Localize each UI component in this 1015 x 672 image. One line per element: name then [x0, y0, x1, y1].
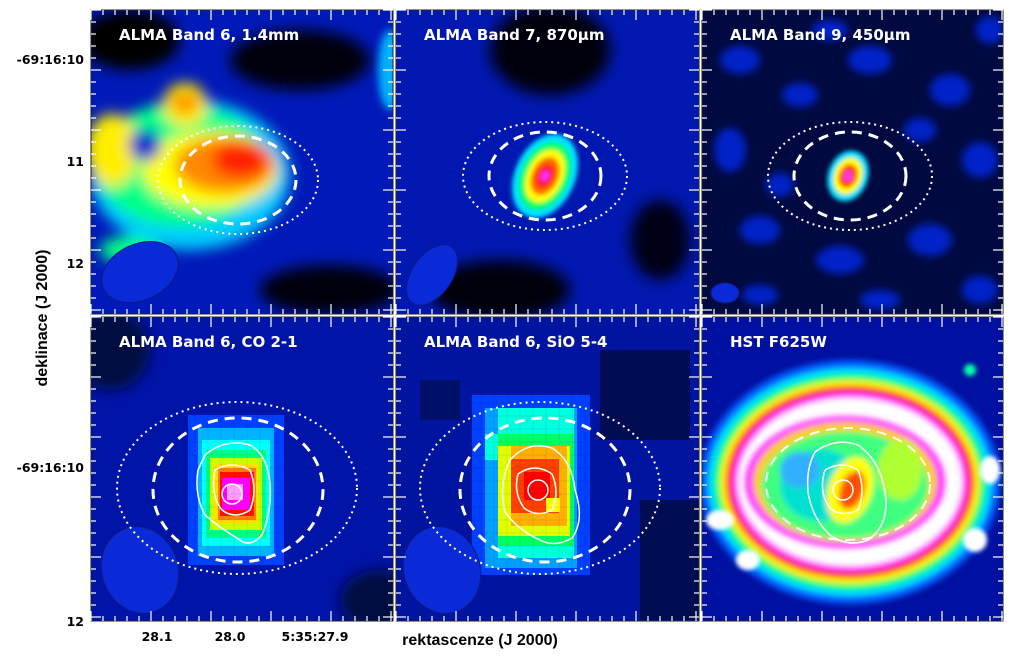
panel-co-2-1: ALMA Band 6, CO 2-1	[91, 317, 393, 621]
panel-band6-continuum: ALMA Band 6, 1.4mm	[91, 10, 393, 314]
ra-tick-labels: 28.1 28.0 5:35:27.9	[142, 629, 349, 644]
dec-tick-bottom-0: -69:16:10	[17, 460, 85, 475]
panel-band7-continuum: ALMA Band 7, 870μm	[396, 10, 699, 314]
ra-tick-2: 5:35:27.9	[282, 629, 349, 644]
tick-marks	[90, 9, 1003, 621]
panel-label-6: HST F625W	[730, 333, 827, 351]
y-axis-title: deklinace (J 2000)	[34, 250, 51, 387]
dec-tick-top-0: -69:16:10	[17, 52, 85, 67]
dec-tick-top-1: 11	[67, 154, 84, 169]
x-axis-title: rektascenze (J 2000)	[402, 632, 558, 649]
panel-label-4: ALMA Band 6, CO 2-1	[119, 333, 298, 351]
panel-label-5: ALMA Band 6, SiO 5-4	[424, 333, 608, 351]
panel-label-1: ALMA Band 6, 1.4mm	[119, 26, 299, 44]
dec-tick-labels: -69:16:10 11 12 -69:16:10 12	[17, 52, 85, 629]
panel-label-3: ALMA Band 9, 450μm	[730, 26, 910, 44]
panel-hst-f625w: HST F625W	[702, 317, 1003, 621]
ra-tick-1: 28.0	[215, 629, 246, 644]
dec-tick-top-2: 12	[67, 256, 84, 271]
ra-tick-0: 28.1	[142, 629, 173, 644]
panel-band9-continuum: ALMA Band 9, 450μm	[702, 10, 1003, 314]
panel-sio-5-4: ALMA Band 6, SiO 5-4	[396, 317, 699, 621]
panel-label-2: ALMA Band 7, 870μm	[424, 26, 604, 44]
panel-borders	[90, 9, 1004, 622]
dec-tick-bottom-1: 12	[67, 614, 84, 629]
